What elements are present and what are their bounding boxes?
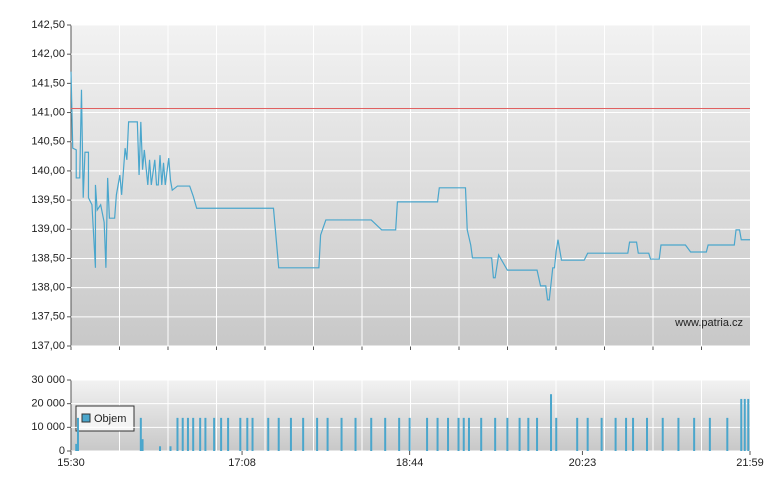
volume-bar: [632, 417, 635, 451]
volume-bar: [747, 398, 750, 451]
volume-bar: [239, 417, 242, 451]
x-tick-label: 20:23: [569, 457, 597, 469]
volume-bar: [186, 417, 189, 451]
volume-bar: [555, 417, 558, 451]
volume-bar: [176, 417, 179, 451]
volume-bar: [204, 417, 207, 451]
volume-bar: [181, 417, 184, 451]
volume-bar: [76, 417, 79, 451]
volume-bar: [536, 417, 539, 451]
volume-bar: [213, 417, 216, 451]
volume-bar: [199, 417, 202, 451]
y-tick-label: 137,50: [31, 311, 65, 323]
volume-bar: [600, 417, 603, 451]
y-tick-label: 142,00: [31, 48, 65, 60]
volume-bar: [447, 417, 450, 451]
volume-bar: [169, 446, 172, 451]
y-tick-label: 138,00: [31, 282, 65, 294]
y-tick-label: 141,50: [31, 77, 65, 89]
x-tick-label: 21:59: [736, 457, 764, 469]
volume-bar: [708, 417, 711, 451]
watermark: www.patria.cz: [674, 317, 743, 329]
y-tick-label: 20 000: [31, 398, 65, 410]
y-tick-label: 0: [59, 445, 65, 457]
volume-bar: [467, 417, 470, 451]
volume-bar: [326, 417, 329, 451]
y-tick-label: 140,00: [31, 165, 65, 177]
y-tick-label: 138,50: [31, 252, 65, 264]
volume-bar: [141, 439, 144, 451]
volume-bar: [586, 417, 589, 451]
volume-bar: [625, 417, 628, 451]
y-tick-label: 139,50: [31, 194, 65, 206]
y-tick-label: 141,00: [31, 106, 65, 118]
volume-bar: [267, 417, 270, 451]
x-tick-label: 18:44: [396, 457, 424, 469]
volume-bar: [743, 398, 746, 451]
volume-bar: [506, 417, 509, 451]
volume-bar: [518, 417, 521, 451]
volume-bar: [740, 398, 743, 451]
volume-bar: [426, 417, 429, 451]
volume-bar: [370, 417, 373, 451]
volume-bar: [227, 417, 230, 451]
volume-bar: [354, 417, 357, 451]
volume-bar: [693, 417, 696, 451]
y-tick-label: 137,00: [31, 340, 65, 352]
volume-bar: [246, 417, 249, 451]
volume-bar: [192, 417, 195, 451]
x-tick-label: 15:30: [57, 457, 85, 469]
volume-bar: [75, 443, 78, 451]
volume-bar: [661, 417, 664, 451]
volume-bar: [677, 417, 680, 451]
y-tick-label: 139,00: [31, 223, 65, 235]
y-tick-label: 140,50: [31, 136, 65, 148]
volume-bar: [289, 417, 292, 451]
volume-bar: [527, 417, 530, 451]
volume-bar: [462, 417, 465, 451]
y-tick-label: 30 000: [31, 374, 65, 386]
volume-bar: [550, 394, 553, 451]
volume-bar: [277, 417, 280, 451]
volume-bar: [646, 417, 649, 451]
price-line: [70, 71, 750, 301]
volume-bar: [408, 417, 411, 451]
volume-bar: [159, 446, 162, 451]
legend-label: Objem: [94, 413, 126, 425]
volume-bar: [384, 417, 387, 451]
volume-bar: [614, 417, 617, 451]
volume-bar: [302, 417, 305, 451]
volume-bar: [251, 417, 254, 451]
volume-bar: [340, 417, 343, 451]
volume-bar: [139, 417, 142, 451]
volume-bar: [398, 417, 401, 451]
volume-bar: [220, 417, 223, 451]
volume-bar: [480, 417, 483, 451]
volume-bar: [457, 417, 460, 451]
volume-bar: [576, 417, 579, 451]
legend-swatch: [81, 413, 91, 423]
volume-bar: [316, 417, 319, 451]
y-tick-label: 10 000: [31, 421, 65, 433]
vertical-grid: [119, 25, 702, 451]
volume-bar: [494, 417, 497, 451]
volume-bar: [726, 417, 729, 451]
y-tick-label: 142,50: [31, 19, 65, 31]
x-tick-label: 17:08: [228, 457, 256, 469]
volume-bar: [436, 417, 439, 451]
